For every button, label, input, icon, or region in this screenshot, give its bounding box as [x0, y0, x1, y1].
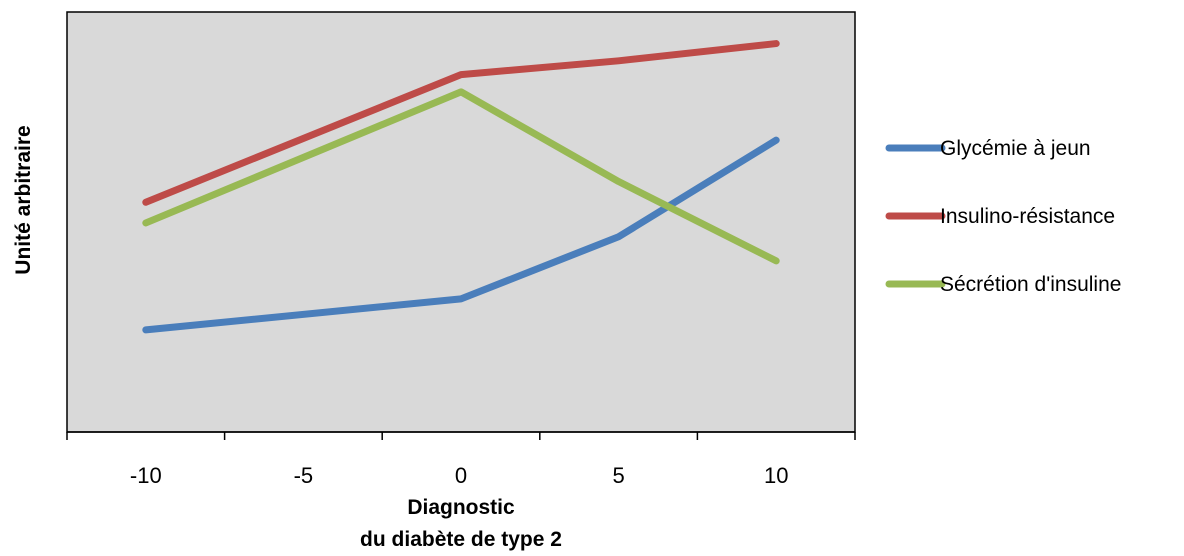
x-tick-label: -10: [130, 463, 162, 488]
legend-label: Sécrétion d'insuline: [940, 273, 1121, 296]
series-line: [142, 40, 780, 206]
plot-area: [66, 11, 856, 433]
x-axis-tick-labels: -10 -5 0 5 10: [130, 463, 789, 488]
y-axis-title: Unité arbitraire: [12, 125, 35, 274]
x-axis-ticks: [66, 432, 856, 440]
x-tick-label: -5: [294, 463, 314, 488]
x-tick-label: 0: [455, 463, 467, 488]
x-tick-label: 10: [764, 463, 788, 488]
legend: Glycémie à jeun Insulino-résistance Sécrét…: [885, 137, 1121, 296]
legend-label: Glycémie à jeun: [940, 137, 1091, 160]
series-line: [142, 88, 780, 265]
series-lines: [142, 40, 780, 334]
legend-label: Insulino-résistance: [940, 205, 1115, 228]
x-axis-title-line-2: du diabète de type 2: [360, 528, 562, 551]
x-axis-title-line-1: Diagnostic: [407, 496, 515, 519]
series-line: [142, 136, 780, 334]
x-tick-label: 5: [612, 463, 624, 488]
